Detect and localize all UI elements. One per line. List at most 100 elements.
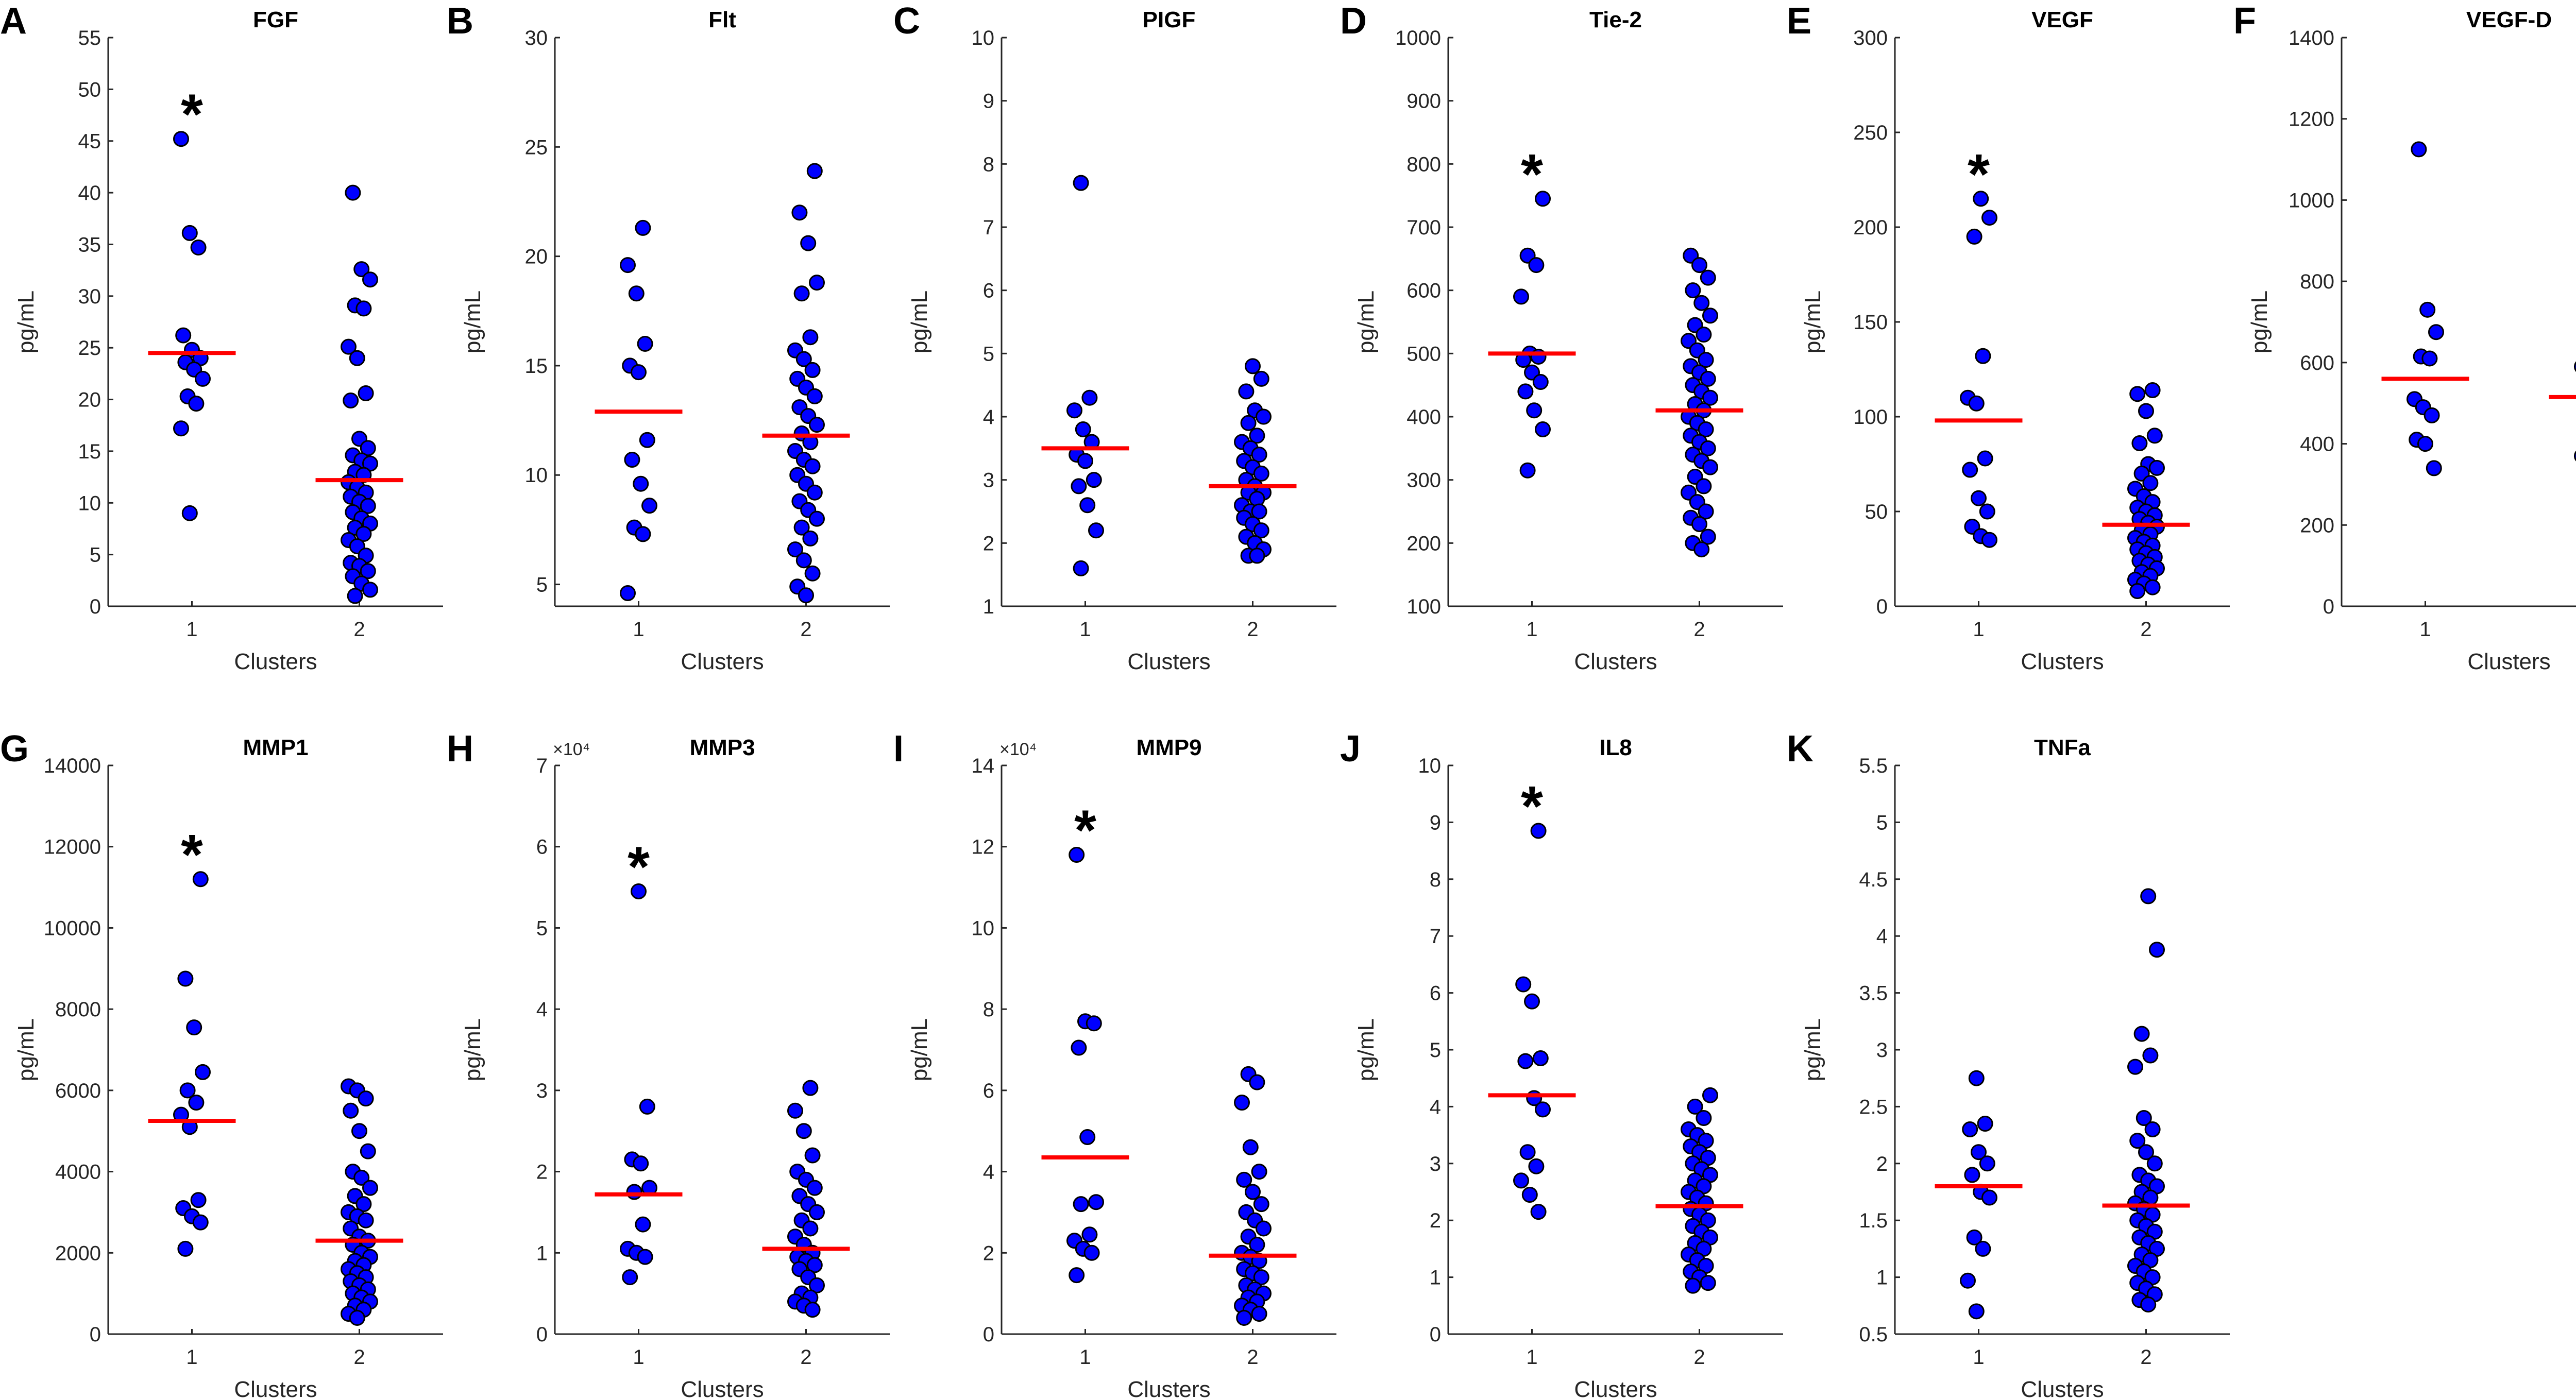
data-point xyxy=(1513,1172,1529,1189)
y-tick-label: 5 xyxy=(536,574,548,596)
data-point xyxy=(1240,415,1257,431)
y-tick-label: 10 xyxy=(525,464,548,487)
panel-letter: D xyxy=(1340,1,1367,42)
panel-k: 0.5 1 1.5 2 2.5 3 3.5 4 4.5 5 5.5 1 2 Clusters pg/mL TN… xyxy=(1787,728,2230,1399)
x-axis-label: Clusters xyxy=(681,1377,764,1399)
data-point xyxy=(2149,942,2165,958)
data-point xyxy=(1971,1144,1987,1161)
data-point xyxy=(2424,407,2440,423)
data-point xyxy=(1251,447,1267,463)
y-tick-label: 7 xyxy=(1430,925,1441,948)
data-point xyxy=(635,219,651,236)
data-point xyxy=(1700,440,1716,456)
data-point xyxy=(351,1123,367,1139)
data-point xyxy=(2149,459,2165,476)
y-tick-label: 2 xyxy=(983,1242,994,1265)
panel-title: TNFa xyxy=(2034,735,2091,760)
y-tick-label: 700 xyxy=(1406,216,1441,239)
data-point xyxy=(355,1196,372,1213)
data-point xyxy=(1519,462,1536,479)
data-point xyxy=(2419,301,2436,318)
data-point xyxy=(1517,383,1534,400)
y-tick-label: 0 xyxy=(2323,595,2334,618)
data-point xyxy=(1981,210,1997,226)
y-tick-label: 5 xyxy=(1430,1039,1441,1062)
data-point xyxy=(362,582,378,598)
y-tick-label: 45 xyxy=(78,130,101,153)
y-tick-label: 200 xyxy=(2300,514,2334,537)
y-tick-label: 2 xyxy=(983,532,994,555)
significance-star: * xyxy=(1521,143,1543,206)
data-point xyxy=(1966,228,1982,245)
y-tick-label: 4 xyxy=(1876,925,1888,948)
y-tick-label: 800 xyxy=(2300,270,2334,293)
data-point xyxy=(1086,472,1102,488)
x-tick-label: 2 xyxy=(800,618,811,641)
data-point xyxy=(2133,1026,2150,1042)
data-point xyxy=(1249,1074,1265,1090)
y-tick-label: 25 xyxy=(78,337,101,360)
data-point xyxy=(1519,1144,1536,1161)
panel-h: 0 1 2 3 4 5 6 7 1 2 Clusters pg/mL MMP3 H ×10⁴ * xyxy=(447,728,890,1399)
y-tick-label: 5.5 xyxy=(1859,755,1888,777)
y-tick-label: 600 xyxy=(1406,280,1441,302)
data-point xyxy=(1975,1240,1991,1257)
panel-letter: B xyxy=(447,1,473,42)
data-point xyxy=(1238,383,1255,400)
data-point xyxy=(2144,382,2161,398)
data-point xyxy=(1530,1204,1547,1220)
y-axis-label: pg/mL xyxy=(1353,1018,1379,1081)
data-point xyxy=(1073,560,1089,576)
panel-letter: A xyxy=(0,1,27,42)
data-point xyxy=(1245,358,1261,374)
y-tick-label: 0 xyxy=(983,1323,994,1346)
data-point xyxy=(362,271,378,288)
data-point xyxy=(360,1143,376,1159)
y-tick-label: 1000 xyxy=(1395,27,1441,49)
y-axis-label: pg/mL xyxy=(907,291,932,353)
data-point xyxy=(802,530,819,547)
data-point xyxy=(2129,386,2146,402)
data-point xyxy=(2146,428,2163,444)
data-point xyxy=(802,1080,819,1096)
panel-g: 0 2000 4000 6000 8000 10000 12000 14000 1 2 Cluste… xyxy=(0,728,443,1399)
data-point xyxy=(1968,1070,1985,1086)
data-point xyxy=(1081,389,1098,406)
panel-title: VEGF-D xyxy=(2466,7,2552,32)
data-point xyxy=(1535,421,1551,438)
y-tick-label: 8 xyxy=(983,998,994,1021)
y-tick-label: 300 xyxy=(1853,27,1888,49)
data-point xyxy=(1696,478,1712,494)
data-point xyxy=(1253,465,1269,482)
x-axis-label: Clusters xyxy=(1574,1377,1657,1399)
data-point xyxy=(1256,408,1272,425)
data-point xyxy=(804,458,821,474)
data-point xyxy=(1535,191,1551,207)
panel-letter: E xyxy=(1787,1,1811,42)
panel-letter: G xyxy=(0,728,29,770)
data-point xyxy=(633,475,649,492)
x-axis-label: Clusters xyxy=(1127,649,1210,674)
y-tick-label: 14000 xyxy=(44,755,101,777)
y-tick-label: 12 xyxy=(972,836,995,859)
data-point xyxy=(2138,403,2154,419)
y-tick-label: 900 xyxy=(1406,90,1441,113)
x-axis-label: Clusters xyxy=(2021,1377,2104,1399)
data-point xyxy=(1528,257,1545,274)
data-point xyxy=(1251,1164,1267,1180)
y-tick-label: 5 xyxy=(90,544,101,567)
y-axis-label: pg/mL xyxy=(460,1018,485,1081)
y-tick-label: 400 xyxy=(1406,406,1441,429)
data-point xyxy=(1071,478,1087,494)
data-point xyxy=(1960,1272,1976,1289)
data-point xyxy=(795,1123,812,1139)
panel-f: 020040060080010001200140012Clusterspg/mL… xyxy=(2233,1,2576,674)
data-point xyxy=(1253,1269,1269,1286)
data-point xyxy=(195,1064,211,1080)
y-tick-label: 10 xyxy=(972,917,995,940)
y-tick-label: 3 xyxy=(983,469,994,492)
y-tick-label: 12000 xyxy=(44,836,101,859)
x-tick-label: 1 xyxy=(1526,1346,1537,1369)
y-tick-label: 35 xyxy=(78,233,101,256)
x-tick-label: 2 xyxy=(353,618,365,641)
